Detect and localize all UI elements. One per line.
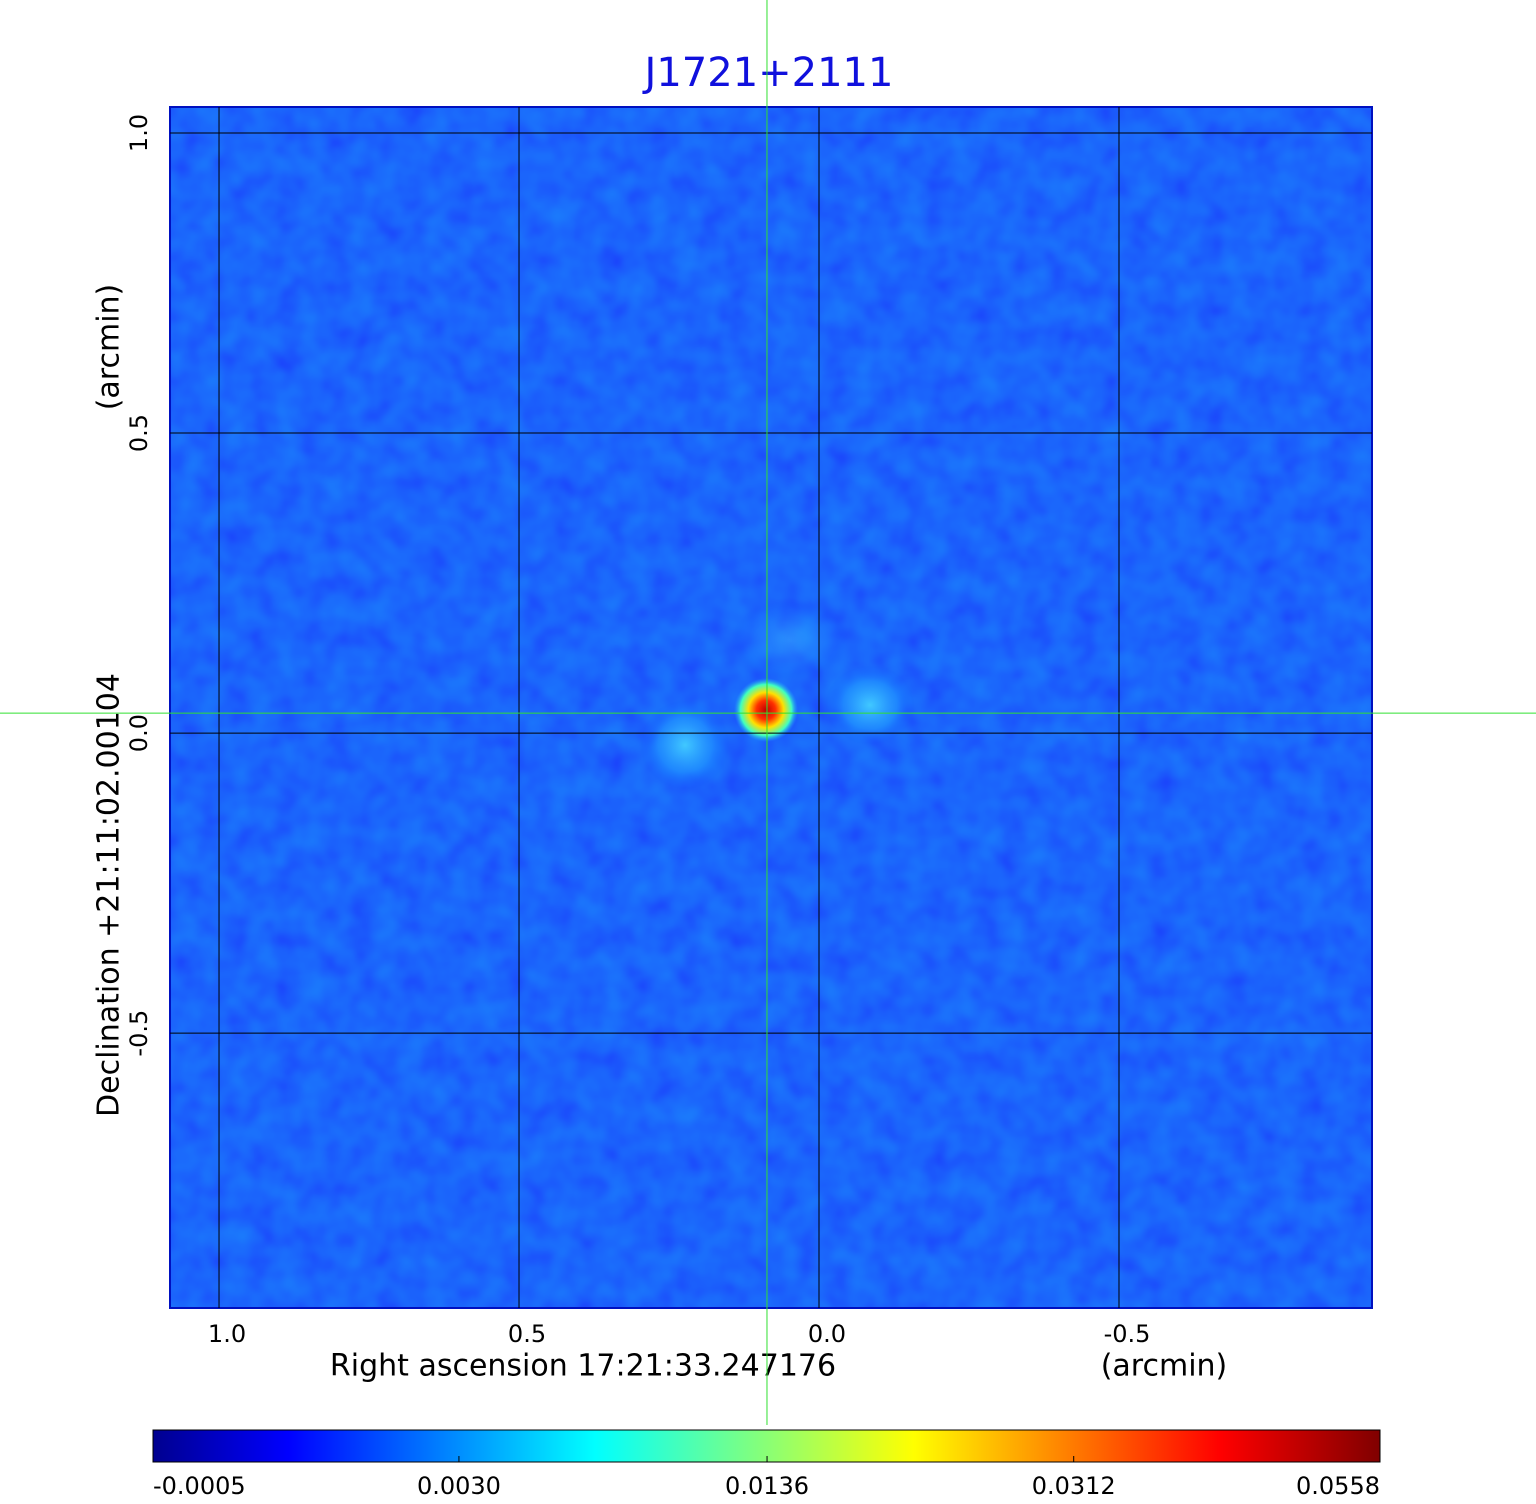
y-tick-label: 1.0 <box>125 114 153 152</box>
colorbar <box>152 1429 1381 1463</box>
source-lobe <box>730 600 850 680</box>
colorbar-tick-label: 0.0136 <box>725 1472 809 1500</box>
source-lobe <box>825 665 915 745</box>
source-lobe <box>640 700 730 790</box>
colorbar-tick-label: -0.0005 <box>153 1472 246 1500</box>
sky-image <box>170 107 1372 1308</box>
chart-title: J1721+2111 <box>642 50 894 96</box>
colorbar-tick-label: 0.0030 <box>417 1472 501 1500</box>
x-axis-label: Right ascension 17:21:33.247176 <box>330 1349 836 1384</box>
y-tick-label: 0.0 <box>125 714 153 752</box>
colorbar-tick-label: 0.0558 <box>1296 1472 1380 1500</box>
colorbar-tick-label: 0.0312 <box>1032 1472 1116 1500</box>
y-tick-label: 0.5 <box>125 414 153 452</box>
x-tick-label: 0.0 <box>808 1320 846 1348</box>
source-peak <box>734 678 798 742</box>
y-tick-label: -0.5 <box>125 1010 153 1057</box>
x-tick-label: 1.0 <box>208 1320 246 1348</box>
x-tick-label: -0.5 <box>1104 1320 1151 1348</box>
y-axis-label: Declination +21:11:02.00104 <box>92 673 127 1117</box>
plot-frame <box>169 106 1373 1309</box>
x-tick-label: 0.5 <box>508 1320 546 1348</box>
y-axis-unit: (arcmin) <box>92 284 127 411</box>
x-axis-unit: (arcmin) <box>1101 1349 1228 1384</box>
